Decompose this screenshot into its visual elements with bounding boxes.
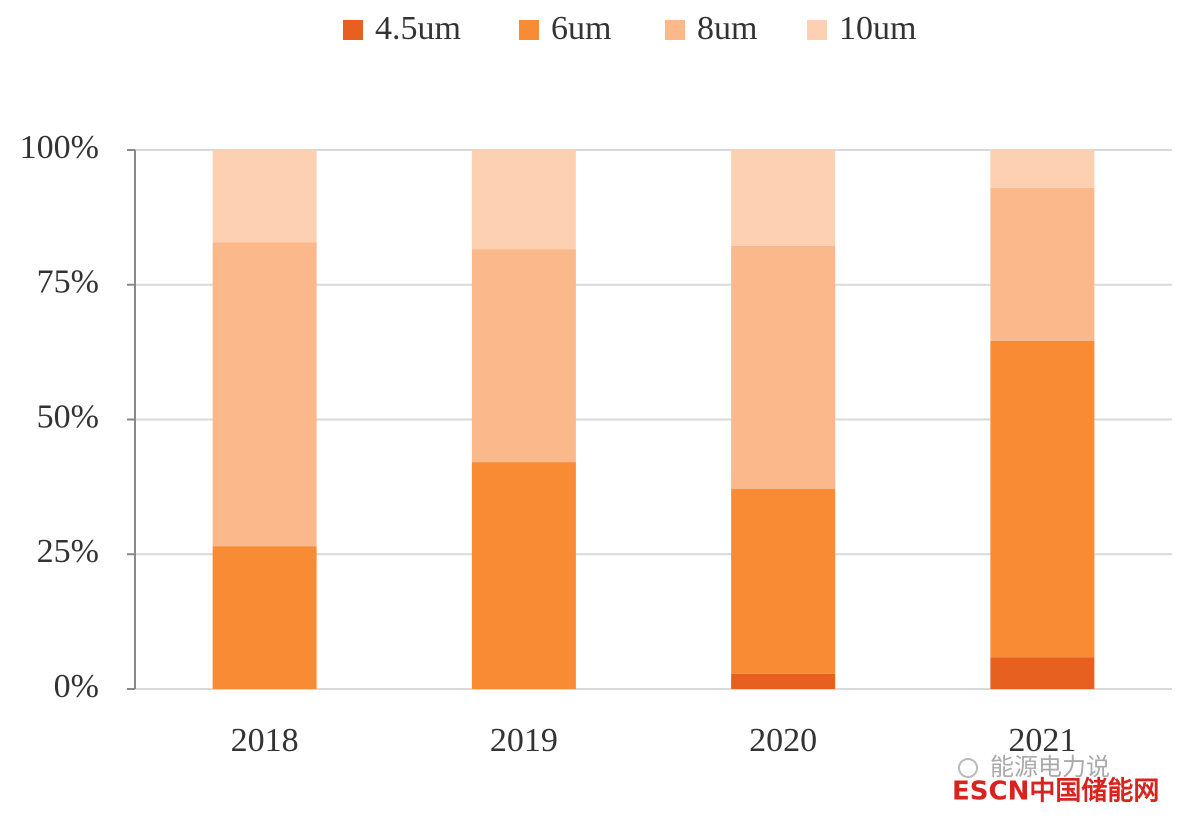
bar-segment	[471, 462, 576, 689]
legend-swatch	[665, 20, 685, 40]
bar-segment	[731, 245, 836, 490]
y-tick-label: 25%	[37, 533, 99, 570]
bar-segment	[731, 673, 836, 689]
bar-segment	[731, 489, 836, 674]
bar-segment	[212, 150, 317, 243]
legend-label: 6um	[551, 10, 611, 47]
bar-segment	[990, 340, 1095, 658]
watermark-site: ESCN中国储能网	[952, 776, 1159, 807]
bar-segment	[990, 187, 1095, 341]
bar-segment	[212, 546, 317, 689]
x-tick-label: 2019	[490, 722, 558, 759]
legend-swatch	[519, 20, 539, 40]
watermark-icon	[958, 758, 978, 778]
y-tick-label: 50%	[37, 398, 99, 435]
y-tick-label: 100%	[20, 129, 99, 166]
legend-swatch	[807, 20, 827, 40]
bar-segment	[471, 249, 576, 463]
bar-segment	[212, 242, 317, 547]
bar-segment	[731, 150, 836, 246]
x-tick-label: 2021	[1008, 722, 1076, 759]
x-tick-label: 2018	[231, 722, 299, 759]
legend-label: 4.5um	[375, 10, 461, 47]
legend-label: 8um	[697, 10, 757, 47]
bar-segment	[990, 150, 1095, 188]
watermark: 能源电力说 ESCN中国储能网	[952, 753, 1159, 807]
legend-label: 10um	[839, 10, 916, 47]
x-tick-label: 2020	[749, 722, 817, 759]
bar-segment	[990, 657, 1095, 689]
y-tick-label: 75%	[37, 264, 99, 301]
bar-segment	[471, 150, 576, 250]
watermark-account: 能源电力说	[990, 753, 1110, 781]
y-tick-label: 0%	[54, 668, 99, 705]
legend-swatch	[343, 20, 363, 40]
